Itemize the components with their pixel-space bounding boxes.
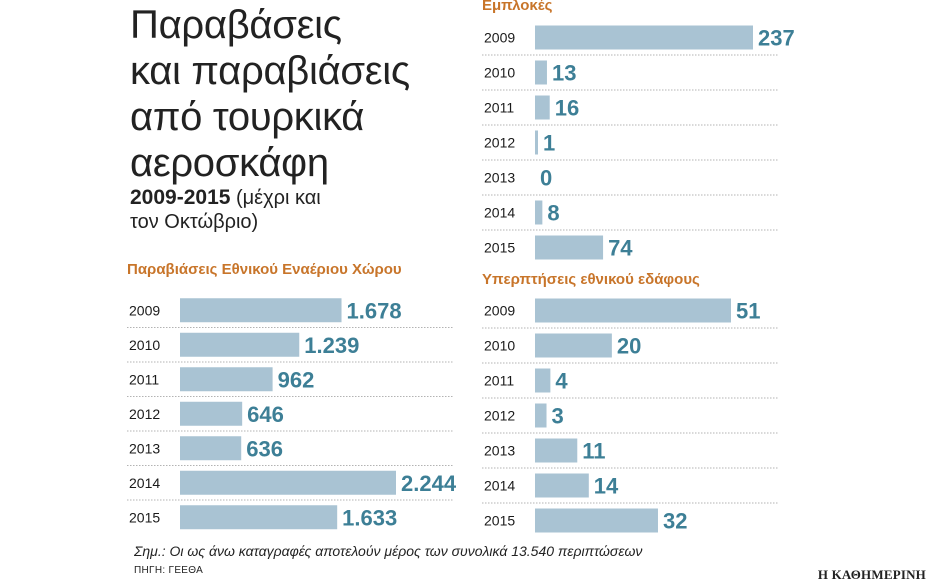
bar bbox=[180, 332, 300, 357]
bar bbox=[180, 367, 273, 392]
period-note: (μέχρι και bbox=[236, 187, 321, 209]
bar bbox=[535, 298, 731, 323]
bar bbox=[535, 333, 612, 358]
airspace-violations-chart: 2009 1.678 2010 1.239 2011 962 2012 646 2013 636 2… bbox=[127, 298, 457, 530]
panel-title-engagements: Εμπλοκές bbox=[482, 0, 553, 14]
value-label: 2.244 bbox=[401, 471, 457, 496]
bar bbox=[535, 368, 551, 393]
value-label: 20 bbox=[617, 334, 641, 359]
value-label: 8 bbox=[547, 201, 559, 226]
value-label: 962 bbox=[278, 367, 315, 392]
value-label: 646 bbox=[247, 402, 284, 427]
year-label: 2009 bbox=[484, 30, 515, 46]
publisher-logo: Η ΚΑΘΗΜΕΡΙΝΗ bbox=[817, 567, 926, 582]
bar bbox=[180, 505, 338, 530]
panel-title-overflights: Υπερπτήσεις εθνικού εδάφους bbox=[482, 271, 700, 288]
bar bbox=[180, 298, 342, 323]
title-line: αεροσκάφη bbox=[130, 141, 329, 185]
year-label: 2014 bbox=[484, 205, 515, 221]
bar bbox=[535, 438, 578, 463]
value-label: 51 bbox=[736, 299, 760, 324]
value-label: 636 bbox=[246, 436, 283, 461]
source-credit: ΠΗΓΗ: ΓΕΕΘΑ bbox=[134, 565, 204, 576]
bar bbox=[535, 403, 547, 428]
bar bbox=[535, 25, 753, 50]
year-label: 2010 bbox=[484, 65, 515, 81]
panel-title-airspace-violations: Παραβιάσεις Εθνικού Εναέριου Χώρου bbox=[127, 261, 402, 278]
bar bbox=[180, 436, 242, 461]
bar bbox=[535, 60, 547, 85]
period-subtitle: 2009-2015 (μέχρι και τον Οκτώβριο) bbox=[130, 186, 321, 234]
year-label: 2011 bbox=[129, 371, 159, 387]
bar bbox=[535, 95, 550, 120]
bar bbox=[535, 508, 658, 533]
year-label: 2009 bbox=[129, 302, 160, 318]
year-label: 2010 bbox=[484, 338, 515, 354]
year-label: 2015 bbox=[129, 509, 160, 525]
value-label: 237 bbox=[758, 26, 795, 51]
overflights-chart: 2009 51 2010 20 2011 4 2012 3 2013 11 2014 14 2015 32 bbox=[482, 298, 778, 534]
year-label: 2009 bbox=[484, 303, 515, 319]
value-label: 16 bbox=[555, 96, 579, 121]
value-label: 0 bbox=[540, 166, 552, 191]
year-label: 2010 bbox=[129, 337, 160, 353]
year-label: 2011 bbox=[484, 100, 514, 116]
title-line: Παραβάσεις bbox=[130, 3, 342, 47]
year-label: 2012 bbox=[129, 406, 160, 422]
page-title: Παραβάσεις και παραβιάσεις από τουρκικά … bbox=[130, 2, 410, 186]
value-label: 32 bbox=[663, 509, 687, 534]
period-note-cont: τον Οκτώβριο) bbox=[130, 211, 259, 233]
footnote: Σημ.: Οι ως άνω καταγραφές αποτελούν μέρ… bbox=[134, 543, 643, 559]
year-label: 2013 bbox=[484, 170, 515, 186]
year-label: 2015 bbox=[484, 513, 515, 529]
period-years: 2009-2015 bbox=[130, 186, 231, 209]
year-label: 2014 bbox=[484, 478, 515, 494]
bar bbox=[535, 130, 538, 155]
year-label: 2011 bbox=[484, 373, 514, 389]
year-label: 2015 bbox=[484, 240, 515, 256]
year-label: 2012 bbox=[484, 135, 515, 151]
year-label: 2012 bbox=[484, 408, 515, 424]
value-label: 11 bbox=[582, 439, 605, 464]
value-label: 1 bbox=[543, 131, 555, 156]
value-label: 14 bbox=[594, 474, 619, 499]
title-line: από τουρκικά bbox=[130, 95, 365, 139]
year-label: 2013 bbox=[484, 443, 515, 459]
bar bbox=[180, 470, 396, 495]
value-label: 1.239 bbox=[304, 333, 359, 358]
value-label: 13 bbox=[552, 61, 576, 86]
year-label: 2013 bbox=[129, 440, 160, 456]
value-label: 1.633 bbox=[342, 505, 397, 530]
value-label: 1.678 bbox=[347, 298, 402, 323]
year-label: 2014 bbox=[129, 475, 160, 491]
engagements-chart: 2009 237 2010 13 2011 16 2012 1 2013 0 2014 8 2015 74 bbox=[482, 25, 795, 261]
bar bbox=[535, 473, 589, 498]
bar bbox=[535, 200, 543, 225]
value-label: 4 bbox=[555, 369, 568, 394]
title-line: και παραβιάσεις bbox=[130, 49, 410, 93]
bar bbox=[180, 401, 243, 426]
value-label: 3 bbox=[552, 404, 564, 429]
value-label: 74 bbox=[608, 236, 633, 261]
bar bbox=[535, 235, 604, 260]
